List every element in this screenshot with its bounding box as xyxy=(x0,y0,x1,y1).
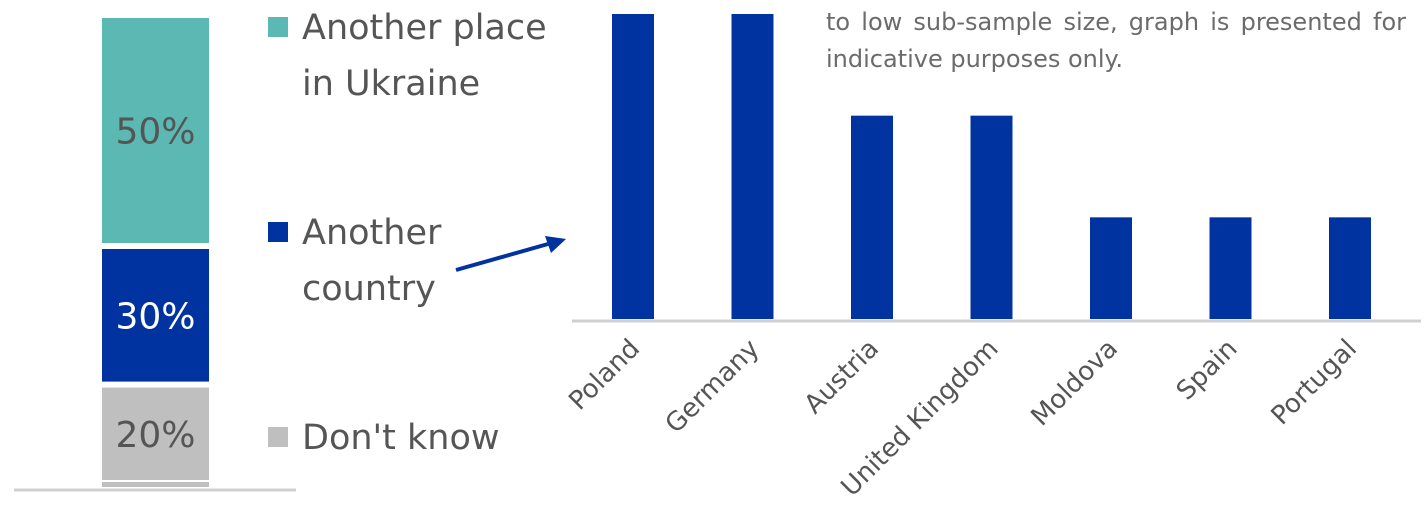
x-tick-label: Spain xyxy=(1171,334,1244,407)
stack-segment-label: 30% xyxy=(115,296,195,337)
bar-poland xyxy=(612,14,654,319)
legend-label: Another place in Ukraine xyxy=(302,8,547,104)
bar-austria xyxy=(851,115,893,320)
bar-germany xyxy=(731,14,774,319)
bar-moldova xyxy=(1090,217,1132,319)
stack-base-strip xyxy=(102,482,209,487)
footnote: to low sub-sample size, graph is present… xyxy=(826,8,1406,73)
arrow-head-icon xyxy=(545,236,566,253)
legend-item: Another country xyxy=(268,205,552,317)
stack-separator-strip xyxy=(102,398,209,403)
legend-swatch xyxy=(268,427,288,447)
legend-swatch xyxy=(268,222,288,242)
x-tick-label: Moldova xyxy=(1025,334,1123,432)
stacked-bar-chart: 20% 30% 50% xyxy=(14,18,296,492)
stack-segment-label: 20% xyxy=(115,415,195,456)
stack-segment-another-country xyxy=(102,249,209,382)
bar-united-kingdom xyxy=(970,115,1013,320)
x-tick-label: Austria xyxy=(799,334,885,420)
bar-portugal xyxy=(1329,217,1371,319)
stack-segment-label: 50% xyxy=(115,112,195,153)
bar-spain xyxy=(1209,217,1252,319)
x-tick-label: Poland xyxy=(563,334,646,417)
x-tick-label: Germany xyxy=(660,334,766,440)
legend-label: Don't know xyxy=(302,418,500,458)
stack-segment-another-place-in-ukraine xyxy=(102,18,209,243)
legend-item: Don't know xyxy=(268,410,552,466)
legend-item: Another place in Ukraine xyxy=(268,0,552,112)
legend-swatch xyxy=(268,17,288,37)
arrow-shaft xyxy=(455,242,549,272)
legend-label: Another country xyxy=(302,213,442,309)
x-tick-label: Portugal xyxy=(1266,334,1363,431)
